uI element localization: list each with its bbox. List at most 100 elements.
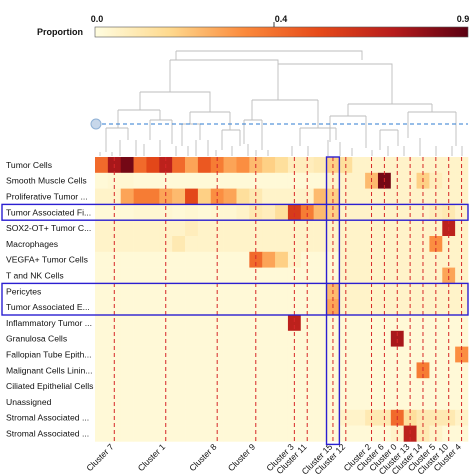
heatmap-cell [107,251,122,268]
heatmap-cell [275,267,289,284]
heatmap-cell [326,267,340,284]
heatmap-cell [172,299,186,316]
heatmap-cell [262,346,276,363]
heatmap-cell [95,362,109,379]
heatmap-cell [365,188,379,205]
heatmap-cell [313,378,327,395]
heatmap-cell [262,315,276,332]
heatmap-cell [403,315,417,332]
heatmap-cell [146,204,160,221]
heatmap-cell [352,267,366,284]
heatmap-cell [120,204,134,221]
heatmap-cell [133,283,147,300]
heatmap-cell [172,346,186,363]
heatmap-cell [275,315,289,332]
heatmap-cell [275,409,289,426]
heatmap-cell [313,362,327,379]
heatmap-cell [120,267,134,284]
heatmap-cell [365,378,379,395]
row-label: SOX2-OT+ Tumor C... [6,223,91,233]
heatmap-cell [185,283,199,300]
heatmap-cell [185,362,199,379]
heatmap-cell [249,204,263,221]
heatmap-cell [339,267,353,284]
heatmap-cells [95,157,469,442]
heatmap-cell [403,267,417,284]
heatmap-cell [403,204,417,221]
heatmap-cell [442,251,456,268]
heatmap-cell [210,315,224,332]
heatmap-cell [223,330,237,347]
heatmap-cell [133,315,147,332]
heatmap-cell [133,220,147,237]
column-highlight-box [325,156,341,446]
heatmap-cell [185,378,199,395]
heatmap-cell [442,204,456,221]
heatmap-cell [146,425,160,442]
heatmap-cell [146,362,160,379]
heatmap-cell [249,251,263,268]
heatmap-cell [352,251,366,268]
heatmap-cell [275,251,289,268]
heatmap-cell [352,346,366,363]
heatmap-cell [249,330,263,347]
heatmap-cell [262,299,276,316]
heatmap-cell [185,220,199,237]
heatmap-cell [185,425,199,442]
heatmap-cell [313,330,327,347]
heatmap-cell [313,315,327,332]
heatmap-cell [95,425,109,442]
heatmap-cell [352,188,366,205]
heatmap-cell [236,378,250,395]
heatmap-cell [377,315,392,332]
heatmap-cell [455,330,469,347]
heatmap-cell [313,394,327,411]
heatmap-cell [352,157,366,174]
heatmap-cell [275,220,289,237]
heatmap-cell [403,330,417,347]
heatmap-cell [120,315,134,332]
row-label: T and NK Cells [6,271,64,281]
heatmap-cell [223,172,237,189]
heatmap-cell [185,315,199,332]
heatmap-cell [120,220,134,237]
row-labels: Tumor Cells Smooth Muscle Cells Proliferat… [6,160,93,439]
heatmap-cell [262,283,276,300]
heatmap-cell [262,236,276,253]
heatmap-cell [390,330,404,347]
heatmap-cell [236,172,250,189]
cluster-guide-lines [113,157,463,442]
heatmap-cell [223,425,237,442]
heatmap-cell [159,330,173,347]
heatmap-cell [159,378,173,395]
heatmap-cell [95,157,109,174]
heatmap-cell [377,330,392,347]
heatmap-cell [146,299,160,316]
heatmap-cell [210,267,224,284]
heatmap-cell [223,315,237,332]
heatmap-cell [262,188,276,205]
heatmap-cell [300,188,314,205]
heatmap-cell [275,425,289,442]
heatmap-cell [185,267,199,284]
heatmap-cell [416,315,430,332]
dendrogram-cut-handle[interactable] [90,118,102,130]
heatmap-cell [249,315,263,332]
heatmap-cell [223,362,237,379]
heatmap-cell [275,204,289,221]
heatmap-cell [223,378,237,395]
heatmap-cell [197,299,212,316]
heatmap-cell [120,394,134,411]
heatmap-cell [223,267,237,284]
row-label: Stromal Associated ... [6,413,89,423]
heatmap-cell [197,204,212,221]
heatmap-cell [185,236,199,253]
heatmap-cell [442,315,456,332]
heatmap-cell [455,315,469,332]
row-label: Stromal Associated ... [6,429,89,439]
heatmap-cell [300,204,314,221]
heatmap-cell [172,330,186,347]
heatmap-cell [185,409,199,426]
heatmap-cell [262,394,276,411]
heatmap-cell [455,204,469,221]
